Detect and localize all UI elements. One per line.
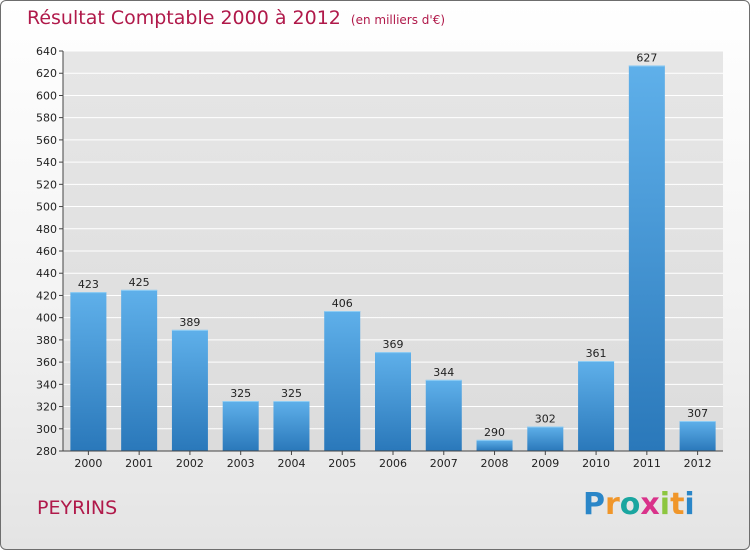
bar-2005 [324, 311, 361, 451]
logo-letter: x [640, 487, 660, 522]
y-tick-label: 280 [36, 445, 57, 458]
bars: 423 425 389 325 325 406 369 344 290 302 361 627 307 [70, 51, 716, 451]
logo-letter: o [619, 487, 641, 522]
y-tick-label: 600 [36, 89, 57, 102]
bar-2009 [527, 426, 564, 451]
data-label-2002: 389 [179, 316, 200, 329]
logo-letter: i [684, 487, 695, 522]
y-tick-label: 380 [36, 334, 57, 347]
y-tick-label: 500 [36, 201, 57, 214]
x-tick-label: 2012 [684, 457, 712, 470]
data-label-2009: 302 [535, 413, 556, 426]
proxiti-logo: Proxiti [583, 487, 695, 522]
bar-2000 [70, 292, 107, 451]
y-tick-label: 480 [36, 223, 57, 236]
y-tick-label: 640 [36, 45, 57, 58]
bar-2007 [425, 379, 462, 451]
x-tick-label: 2011 [633, 457, 661, 470]
y-tick-label: 520 [36, 178, 57, 191]
y-tick-label: 360 [36, 356, 57, 369]
y-tick-label: 320 [36, 401, 57, 414]
data-label-2001: 425 [129, 276, 150, 289]
data-label-2004: 325 [281, 387, 302, 400]
x-axis: 2000 2001 2002 2003 2004 2005 2006 2007 2008 2009… [63, 450, 723, 470]
x-tick-label: 2009 [531, 457, 559, 470]
x-tick-label: 2010 [582, 457, 610, 470]
bar-2004 [273, 401, 310, 451]
data-label-2006: 369 [383, 338, 404, 351]
data-label-2011: 627 [636, 51, 657, 64]
logo-letter: t [670, 487, 685, 522]
x-tick-label: 2002 [176, 457, 204, 470]
data-label-2010: 361 [586, 347, 607, 360]
bar-2002 [171, 329, 208, 451]
y-tick-label: 460 [36, 245, 57, 258]
bar-2003 [222, 401, 259, 451]
logo-letter: P [583, 487, 605, 522]
data-label-2008: 290 [484, 426, 505, 439]
data-label-2007: 344 [433, 366, 454, 379]
logo-letter: r [605, 487, 620, 522]
chart-title: Résultat Comptable 2000 à 2012 (en millie… [27, 7, 445, 29]
x-tick-label: 2006 [379, 457, 407, 470]
y-tick-label: 400 [36, 312, 57, 325]
data-label-2005: 406 [332, 297, 353, 310]
y-tick-label: 340 [36, 378, 57, 391]
bar-2010 [578, 361, 615, 451]
bar-2011 [628, 65, 665, 451]
x-tick-label: 2007 [430, 457, 458, 470]
logo-letter: i [659, 487, 671, 522]
y-tick-label: 420 [36, 289, 57, 302]
bar-2012 [679, 421, 716, 451]
x-tick-label: 2008 [481, 457, 509, 470]
x-tick-label: 2001 [125, 457, 153, 470]
bar-2006 [375, 352, 411, 451]
x-tick-label: 2004 [277, 457, 305, 470]
data-label-2000: 423 [78, 278, 99, 291]
chart-title-text: Résultat Comptable 2000 à 2012 [27, 7, 341, 29]
x-tick-label: 2003 [227, 457, 255, 470]
bar-2008 [476, 439, 513, 451]
y-tick-label: 440 [36, 267, 57, 280]
chart-unit-note: (en milliers d'€) [350, 13, 446, 27]
y-tick-label: 620 [36, 67, 57, 80]
location-name: PEYRINS [37, 497, 118, 519]
y-tick-label: 300 [36, 423, 57, 436]
y-tick-label: 560 [36, 134, 57, 147]
data-label-2003: 325 [230, 387, 251, 400]
x-tick-label: 2000 [74, 457, 102, 470]
x-tick-label: 2005 [328, 457, 356, 470]
y-tick-label: 580 [36, 112, 57, 125]
y-axis: 280 300 320 340 360 380 400 420 440 460 480 500 520 5… [36, 45, 64, 458]
data-label-2012: 307 [687, 407, 708, 420]
bar-2001 [121, 289, 158, 451]
y-tick-label: 540 [36, 156, 57, 169]
